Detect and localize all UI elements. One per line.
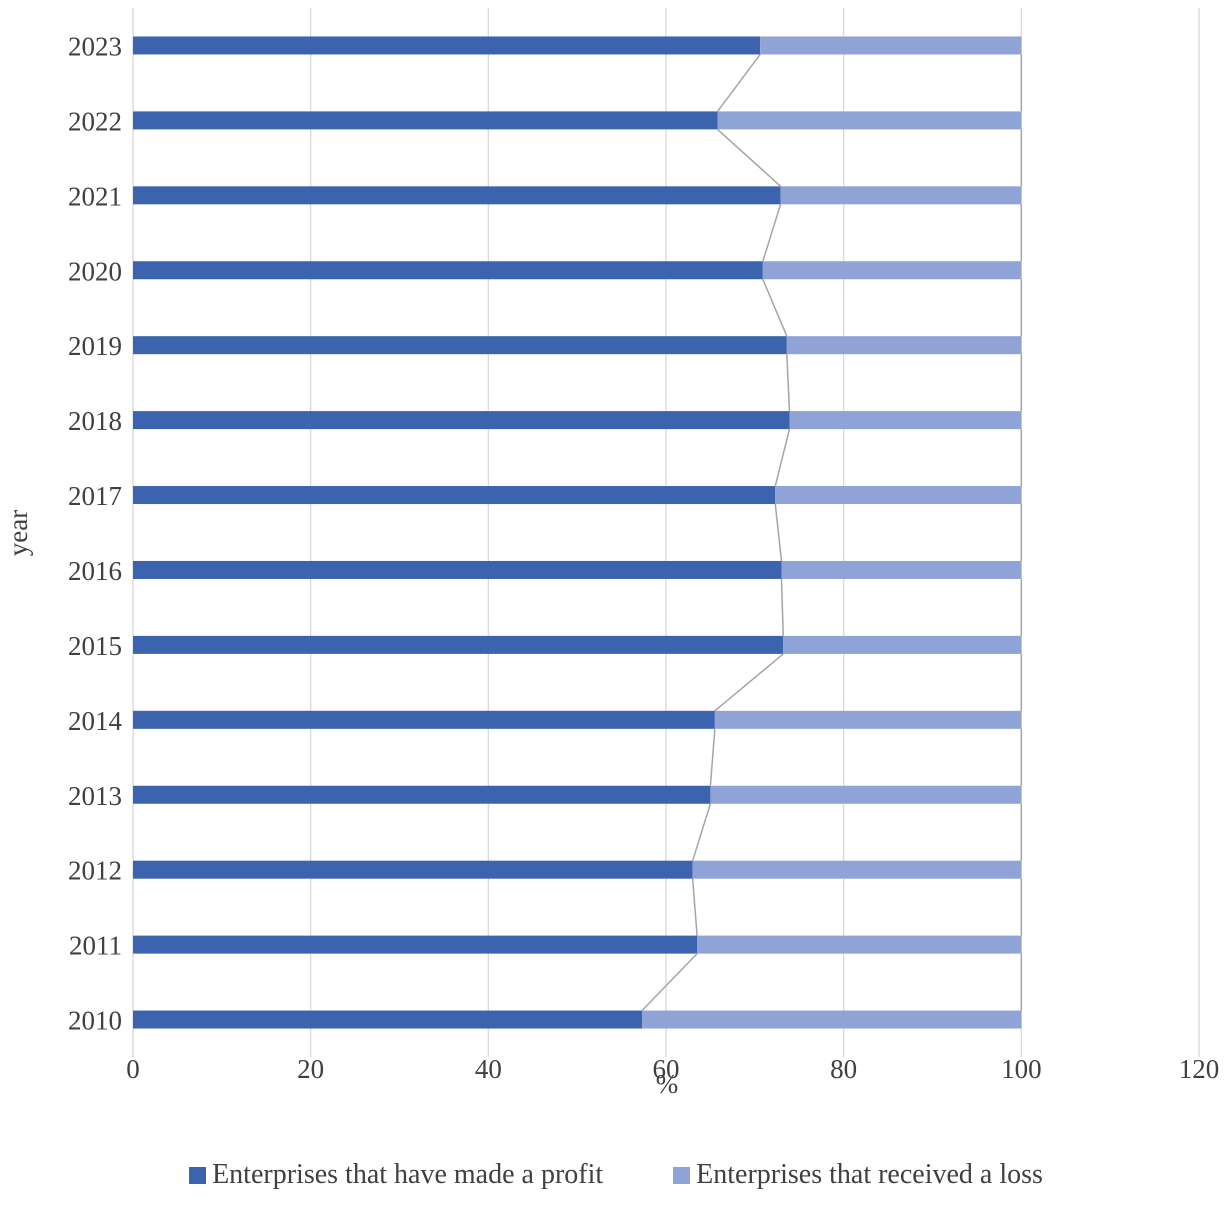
bar-2019-series-1 — [786, 336, 1022, 355]
y-tick-2018: 2018 — [68, 406, 122, 436]
x-tick-100: 100 — [1001, 1054, 1042, 1084]
series-line-2019 — [762, 278, 788, 337]
series-line-2016 — [774, 503, 783, 562]
bar-2019-series-0 — [133, 336, 787, 355]
series-line-2010 — [641, 953, 698, 1012]
series-line-2014 — [714, 653, 784, 712]
series-line-2011 — [691, 878, 698, 936]
bar-2016-series-1 — [781, 560, 1022, 579]
y-tick-2023: 2023 — [68, 31, 122, 61]
x-tick-120: 120 — [1179, 1054, 1220, 1084]
x-tick-40: 40 — [475, 1054, 502, 1084]
legend-item-loss: Enterprises that received a loss — [673, 1159, 1043, 1191]
y-tick-labels: 2010 2011 2012 2013 2014 2015 2016 2017 2018 2019… — [68, 31, 123, 1035]
series-line-2022 — [716, 54, 761, 112]
x-tick-20: 20 — [297, 1054, 324, 1084]
y-tick-2010: 2010 — [68, 1006, 122, 1036]
legend: Enterprises that have made a profit Ente… — [0, 1155, 1232, 1195]
legend-swatch-profit — [189, 1166, 207, 1184]
bar-2015-series-0 — [133, 635, 784, 654]
bar-2011-series-1 — [697, 935, 1022, 954]
bar-2010-series-1 — [642, 1010, 1022, 1029]
x-tick-60: 60 — [653, 1054, 680, 1084]
bar-2021-series-0 — [133, 186, 781, 205]
y-tick-2012: 2012 — [68, 856, 122, 886]
legend-label-loss: Enterprises that received a loss — [696, 1159, 1043, 1190]
bar-2018-series-1 — [789, 411, 1022, 430]
bar-2018-series-0 — [133, 411, 790, 430]
stacked-bar-chart: 2010 2011 2012 2013 2014 2015 2016 2017 2018 2019… — [3, 8, 1219, 1099]
y-tick-2019: 2019 — [68, 331, 122, 361]
x-tick-labels: 0 20 40 60 80 100 120 — [126, 1054, 1219, 1084]
bar-2011-series-0 — [133, 935, 698, 954]
series-line-2013 — [709, 728, 716, 786]
y-tick-2022: 2022 — [68, 106, 122, 136]
y-tick-2017: 2017 — [68, 481, 122, 511]
bars — [133, 36, 1022, 1029]
y-tick-2020: 2020 — [68, 256, 122, 286]
series-line-2017 — [774, 428, 791, 487]
bar-2020-series-0 — [133, 261, 763, 280]
bar-2023-series-1 — [760, 36, 1022, 55]
legend-label-profit: Enterprises that have made a profit — [212, 1159, 604, 1190]
y-tick-2021: 2021 — [68, 181, 122, 211]
bar-2017-series-1 — [775, 486, 1022, 505]
series-line-2018 — [786, 354, 791, 412]
legend-item-profit: Enterprises that have made a profit — [189, 1159, 603, 1191]
series-lines — [641, 54, 1023, 1012]
y-tick-2016: 2016 — [68, 556, 122, 586]
bar-2013-series-1 — [710, 785, 1022, 804]
gridlines — [132, 8, 1200, 1057]
series-line-2012 — [691, 803, 712, 861]
y-tick-2013: 2013 — [68, 781, 122, 811]
y-tick-2011: 2011 — [69, 931, 122, 961]
x-tick-80: 80 — [830, 1054, 857, 1084]
x-tick-0: 0 — [126, 1054, 140, 1084]
bar-2022-series-1 — [717, 111, 1022, 130]
bar-2023-series-0 — [133, 36, 761, 55]
bar-2014-series-0 — [133, 710, 715, 729]
bar-2022-series-0 — [133, 111, 718, 130]
series-line-2020 — [762, 204, 782, 262]
bar-2013-series-0 — [133, 785, 711, 804]
bar-2014-series-1 — [714, 710, 1022, 729]
series-line-2015 — [780, 578, 785, 636]
bar-2015-series-1 — [783, 635, 1022, 654]
bar-2010-series-0 — [133, 1010, 643, 1029]
bar-2020-series-1 — [762, 261, 1022, 280]
bar-2017-series-0 — [133, 486, 776, 505]
legend-swatch-loss — [673, 1166, 691, 1184]
bar-2021-series-1 — [780, 186, 1022, 205]
y-tick-2015: 2015 — [68, 631, 122, 661]
x-axis-label: % — [656, 1069, 679, 1099]
series-line-2021 — [717, 128, 782, 187]
y-tick-2014: 2014 — [68, 706, 123, 736]
bar-2016-series-0 — [133, 560, 782, 579]
bar-2012-series-0 — [133, 860, 693, 879]
y-axis-label: year — [3, 510, 33, 556]
bar-2012-series-1 — [692, 860, 1022, 879]
